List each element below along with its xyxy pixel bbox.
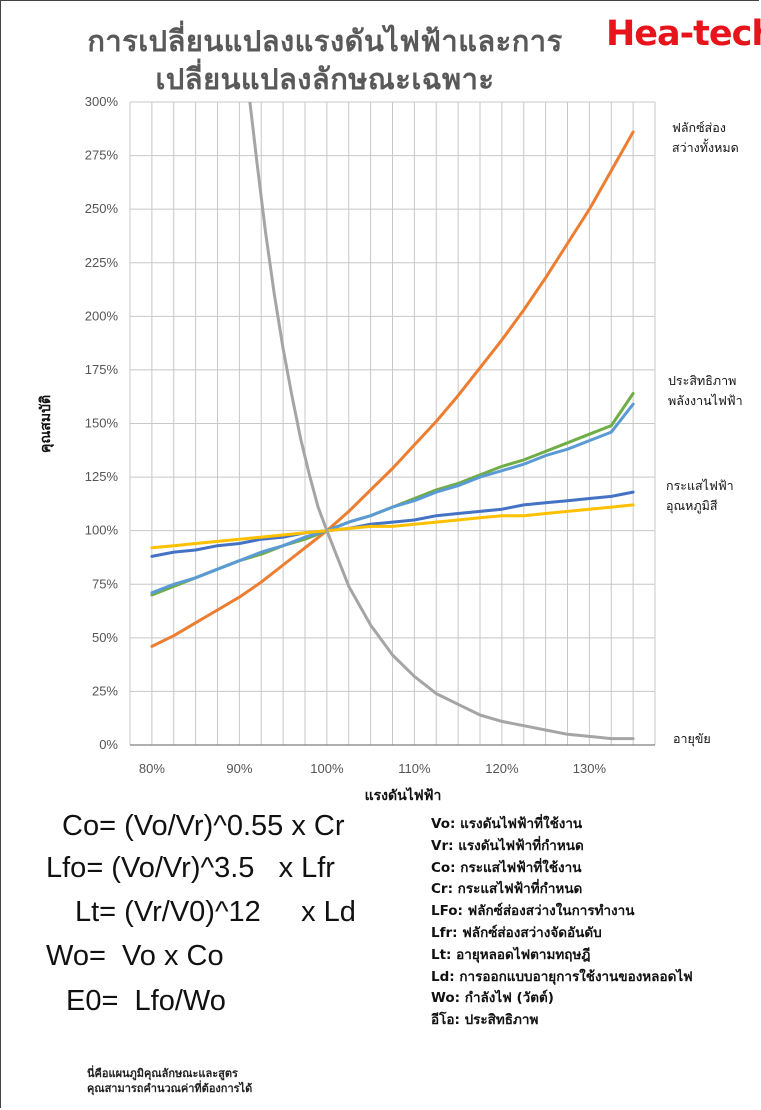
series-line-color_temp bbox=[150, 503, 635, 550]
y-tick-label: 250% bbox=[85, 201, 119, 216]
x-tick-label: 100% bbox=[310, 761, 344, 776]
legend-item: Vr: แรงดันไฟฟ้าที่กำหนด bbox=[431, 837, 584, 854]
y-tick-label: 75% bbox=[92, 576, 118, 591]
series-label: อายุขัย bbox=[673, 731, 711, 747]
legend-item: Lfr: ฟลักซ์ส่องสว่างจัดอันดับ bbox=[431, 924, 602, 941]
x-tick-label: 90% bbox=[226, 761, 252, 776]
y-tick-label: 275% bbox=[85, 148, 119, 163]
series-label: พลังงานไฟฟ้า bbox=[668, 393, 743, 408]
legend-item: Wo: กำลังไฟ (วัตต์) bbox=[431, 990, 554, 1007]
series-line-flux bbox=[150, 130, 635, 648]
chart-title-line-1: การเปลี่ยนแปลงแรงดันไฟฟ้าและการ bbox=[87, 24, 563, 58]
formula-e0: E0= Lfo/Wo bbox=[66, 985, 226, 1017]
legend-item: Cr: กระแสไฟฟ้าที่กำหนด bbox=[431, 881, 583, 898]
legend-item: Co: กระแสไฟฟ้าที่ใช้งาน bbox=[431, 859, 582, 876]
x-tick-label: 80% bbox=[139, 761, 165, 776]
series-label: กระแสไฟฟ้า bbox=[666, 478, 734, 493]
series-lines bbox=[150, 102, 635, 741]
y-tick-label: 150% bbox=[85, 416, 119, 431]
brand-logo: Hea-tech bbox=[606, 14, 761, 54]
formula-lt: Lt= (Vr/V0)^12 x Ld bbox=[75, 896, 356, 928]
chart-title-line-2: เปลี่ยนแปลงลักษณะเฉพาะ bbox=[155, 62, 495, 96]
formula-lfo: Lfo= (Vo/Vr)^3.5 x Lfr bbox=[46, 852, 335, 884]
y-tick-label: 50% bbox=[92, 630, 118, 645]
y-axis-label: คุณสมบัติ bbox=[38, 395, 54, 453]
grid bbox=[129, 101, 656, 746]
y-tick-label: 175% bbox=[85, 362, 119, 377]
footnote-line: นี่คือแผนภูมิคุณลักษณะและสูตร bbox=[87, 1067, 238, 1080]
legend-item: Lt: อายุหลอดไฟตามทฤษฎี bbox=[431, 946, 591, 963]
series-label: ฟลักซ์ส่อง bbox=[672, 120, 726, 135]
legend-item: อีโอ: ประสิทธิภาพ bbox=[431, 1012, 539, 1029]
formula-co: Co= (Vo/Vr)^0.55 x Cr bbox=[62, 810, 345, 842]
axes: 0% 25% 50% 75% 100% 125% 150% 175% 200% 225% 250% 2… bbox=[85, 94, 655, 776]
variable-legend: Vo: แรงดันไฟฟ้าที่ใช้งาน Vr: แรงดันไฟฟ้า… bbox=[431, 812, 761, 1030]
series-label: สว่างทั้งหมด bbox=[672, 138, 739, 155]
x-tick-label: 110% bbox=[398, 761, 431, 776]
y-tick-label: 200% bbox=[85, 308, 119, 323]
legend-item: Ld: การออกแบบอายุการใช้งานของหลอดไฟ bbox=[431, 968, 693, 985]
series-labels: ฟลักซ์ส่องสว่างทั้งหมดประสิทธิภาพพลังงาน… bbox=[666, 120, 743, 747]
x-axis-label: แรงดันไฟฟ้า bbox=[365, 786, 442, 804]
line-chart: 0% 25% 50% 75% 100% 125% 150% 175% 200% 225% 250% 2… bbox=[38, 94, 743, 804]
footnote-line: คุณสามารถคำนวณค่าที่ต้องการได้ bbox=[87, 1082, 253, 1095]
y-tick-label: 100% bbox=[85, 523, 119, 538]
formula-wo: Wo= Vo x Co bbox=[46, 940, 224, 972]
y-tick-label: 25% bbox=[92, 683, 118, 698]
legend-item: LFo: ฟลักซ์ส่องสว่างในการทำงาน bbox=[431, 903, 635, 920]
footnote: นี่คือแผนภูมิคุณลักษณะและสูตร คุณสามารถค… bbox=[87, 1066, 387, 1096]
x-tick-label: 130% bbox=[573, 761, 607, 776]
y-tick-label: 300% bbox=[85, 94, 119, 109]
series-label: อุณหภูมิสี bbox=[666, 498, 718, 514]
legend-item: Vo: แรงดันไฟฟ้าที่ใช้งาน bbox=[431, 816, 583, 832]
series-label: ประสิทธิภาพ bbox=[668, 373, 736, 388]
y-tick-label: 125% bbox=[85, 469, 119, 484]
series-line-life bbox=[248, 102, 635, 741]
series-line-power bbox=[150, 402, 635, 595]
y-tick-label: 0% bbox=[99, 737, 118, 752]
y-tick-label: 225% bbox=[85, 255, 119, 270]
x-tick-label: 120% bbox=[485, 761, 519, 776]
series-line-current bbox=[150, 490, 635, 558]
